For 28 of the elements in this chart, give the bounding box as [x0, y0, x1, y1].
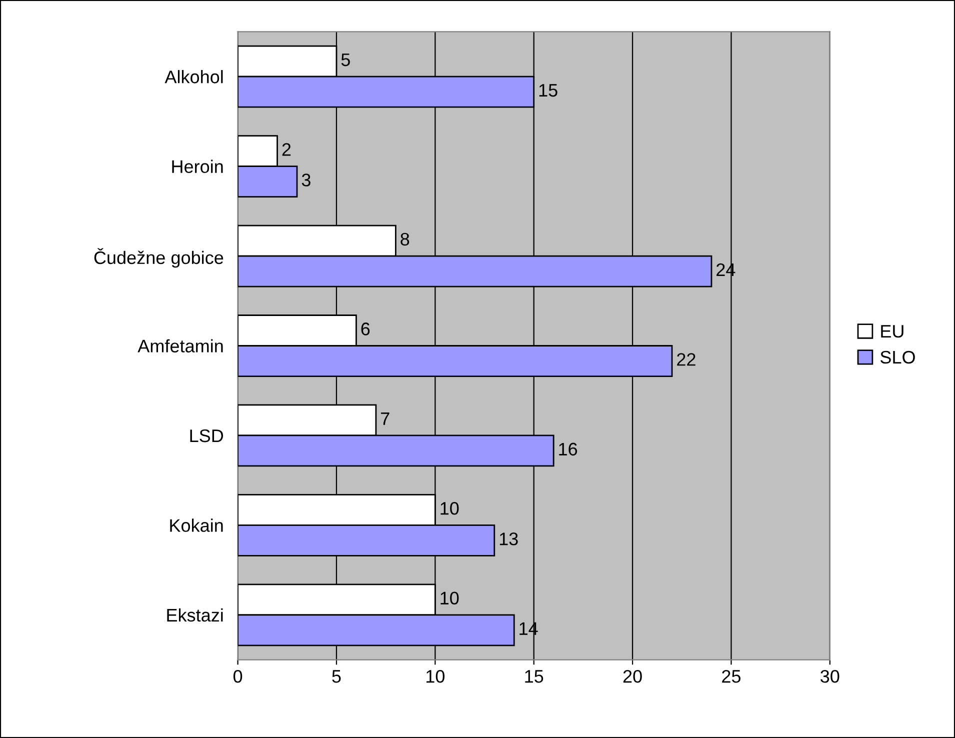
- data-label: 5: [341, 54, 350, 66]
- y-tick-label: Amfetamin: [138, 339, 223, 352]
- x-tick-label: 20: [623, 670, 642, 683]
- x-tick-label: 10: [426, 670, 444, 683]
- data-label: 7: [381, 412, 390, 425]
- y-tick-label: LSD: [190, 429, 224, 442]
- x-tick-label: 25: [722, 670, 740, 683]
- x-tick-label: 0: [233, 670, 242, 683]
- data-label: 10: [440, 502, 459, 515]
- x-tick-label: 30: [820, 670, 840, 683]
- data-label: 6: [361, 322, 370, 336]
- data-label: 2: [282, 143, 291, 156]
- data-label: 13: [500, 532, 518, 546]
- legend-label: SLO: [880, 350, 915, 364]
- data-label: 15: [539, 84, 558, 97]
- y-tick-label: Alkohol: [164, 70, 223, 84]
- data-label: 16: [559, 442, 578, 456]
- data-label: 10: [440, 592, 459, 605]
- data-label: 22: [677, 353, 696, 366]
- legend-label: EU: [881, 325, 904, 338]
- y-tick-label: Heroin: [172, 160, 223, 174]
- y-tick-label: Čudežne gobice: [94, 248, 224, 268]
- data-label: 3: [302, 174, 310, 186]
- y-tick-label: Kokain: [170, 518, 223, 532]
- x-tick-label: 15: [525, 670, 544, 683]
- data-label: 8: [400, 232, 410, 246]
- y-tick-label: Ekstazi: [167, 608, 223, 622]
- x-tick-label: 5: [332, 670, 341, 683]
